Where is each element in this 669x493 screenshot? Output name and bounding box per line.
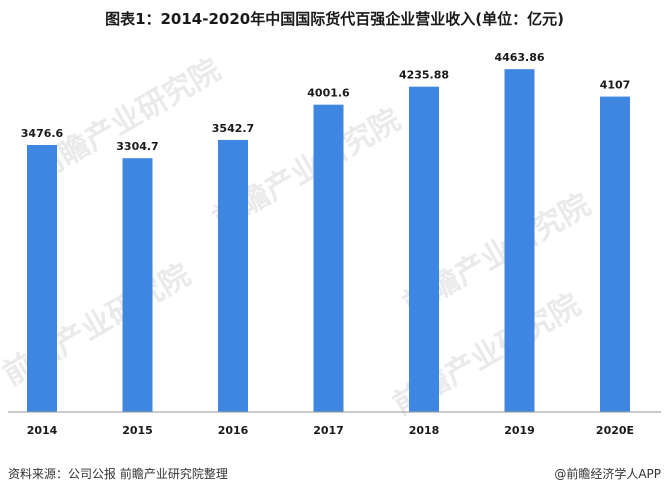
bar-2014 (27, 144, 57, 412)
bar-2015 (122, 158, 153, 412)
x-tick-label-2017: 2017 (313, 424, 344, 437)
data-label-2016: 3542.7 (212, 122, 254, 135)
data-label-2015: 3304.7 (116, 140, 158, 153)
bar-2019 (504, 69, 535, 413)
bar-chart: 3476.6 3304.7 3542.7 4001.6 4235.88 4463.86 41… (8, 51, 661, 437)
x-tick-label-2015: 2015 (122, 424, 153, 437)
x-tick-label-2019: 2019 (504, 424, 535, 437)
x-tick-label-2016: 2016 (218, 424, 249, 437)
bar-2020E (600, 96, 630, 412)
x-tick-label-2018: 2018 (409, 424, 440, 437)
chart-title: 图表1：2014-2020年中国国际货代百强企业营业收入(单位：亿元) (105, 10, 564, 28)
source-note: 资料来源：公司公报 前瞻产业研究院整理 (8, 467, 228, 481)
bar-2016 (218, 139, 248, 412)
data-label-2017: 4001.6 (307, 87, 350, 100)
brand-label: @前瞻经济学人APP (554, 467, 661, 481)
x-tick-label-2014: 2014 (27, 424, 58, 437)
bar-2018 (409, 86, 439, 412)
x-tick-label-2020E: 2020E (596, 424, 634, 437)
bar-2017 (313, 104, 344, 412)
data-label-2019: 4463.86 (494, 51, 544, 64)
data-label-2018: 4235.88 (399, 69, 449, 82)
data-label-2014: 3476.6 (21, 127, 64, 140)
data-label-2020E: 4107 (600, 79, 631, 92)
